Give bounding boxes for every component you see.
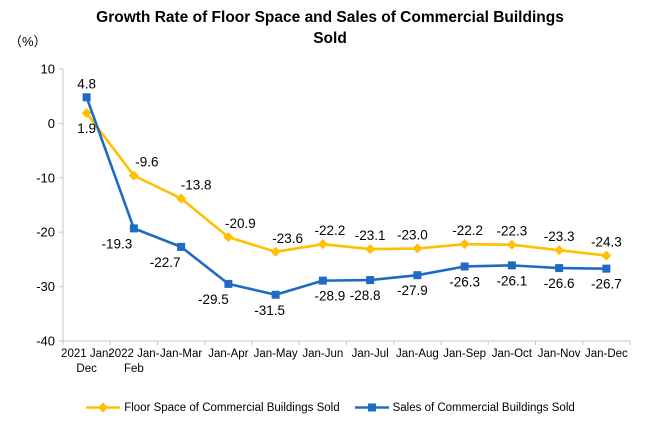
- marker-square: [460, 262, 469, 271]
- marker-square: [224, 279, 233, 288]
- series-line-0: [85, 111, 608, 257]
- series-line-1: [85, 95, 608, 297]
- marker-square: [82, 93, 91, 102]
- data-label: -26.1: [496, 273, 527, 288]
- data-label: -22.2: [452, 223, 483, 238]
- y-tick-label: -30: [36, 279, 55, 294]
- marker-square: [366, 276, 375, 285]
- y-tick-label: -10: [36, 170, 55, 185]
- data-label: -23.0: [397, 228, 428, 243]
- x-axis-label: Jan-Aug: [395, 348, 439, 360]
- x-axis-label: Jan-Sep: [443, 348, 487, 360]
- data-label: -29.5: [198, 292, 229, 307]
- data-label: -27.9: [397, 283, 428, 298]
- legend-item-sales: Sales of Commercial Buildings Sold: [354, 401, 575, 414]
- data-label: 1.9: [77, 121, 96, 136]
- data-label: -28.9: [314, 289, 345, 304]
- marker-square: [507, 261, 516, 270]
- legend-label-floor-space: Floor Space of Commercial Buildings Sold: [124, 401, 340, 414]
- marker-square: [413, 271, 422, 280]
- data-label: -28.8: [350, 288, 381, 303]
- marker-diamond: [128, 170, 139, 181]
- x-axis-label: Jan-May: [253, 348, 298, 360]
- data-label: -22.2: [314, 223, 345, 238]
- data-label: -19.3: [101, 236, 132, 251]
- data-label: -23.6: [272, 231, 303, 246]
- x-axis-label: 2021 Jan-Dec: [61, 348, 113, 375]
- data-label: 4.8: [77, 76, 96, 91]
- legend-marker-floor-space: [86, 402, 121, 413]
- data-label: -26.3: [449, 274, 480, 289]
- marker-diamond: [270, 246, 281, 257]
- marker-square: [129, 224, 138, 233]
- chart-legend: Floor Space of Commercial Buildings Sold…: [0, 401, 660, 414]
- y-tick-label: 10: [41, 62, 55, 77]
- marker-diamond: [81, 108, 92, 119]
- x-axis-label: Jan-Dec: [584, 348, 628, 360]
- marker-diamond: [365, 244, 376, 255]
- y-tick-label: -40: [36, 334, 55, 349]
- data-label: -23.1: [355, 228, 386, 243]
- marker-diamond: [317, 239, 328, 250]
- plot-area: 10 0 -10 -20 -30 -40 1.9 -9.6 -13.8 -20.9 -23.6 -22…: [36, 62, 631, 349]
- x-axis-label: Jan-Jul: [351, 348, 389, 360]
- x-axis-label: Jan-Apr: [208, 348, 249, 360]
- marker-diamond: [506, 239, 517, 250]
- x-axis-label: Jan-Mar: [160, 348, 203, 360]
- data-label: -31.5: [254, 303, 285, 318]
- data-label: -20.9: [225, 216, 256, 231]
- marker-diamond: [459, 239, 470, 250]
- data-label: -13.8: [181, 177, 212, 192]
- marker-square: [177, 242, 186, 251]
- legend-item-floor-space: Floor Space of Commercial Buildings Sold: [85, 401, 340, 414]
- marker-square: [318, 276, 327, 285]
- y-axis-unit-label: （%）: [9, 34, 47, 49]
- marker-diamond: [223, 232, 234, 243]
- data-label: -22.7: [150, 255, 181, 270]
- data-label: -23.3: [544, 229, 575, 244]
- x-axis-label: Jan-Jun: [302, 348, 344, 360]
- x-axis-label: Jan-Oct: [491, 348, 532, 360]
- marker-square: [271, 290, 280, 299]
- marker-diamond: [601, 250, 612, 261]
- x-axis-label: 2022 Jan-Feb: [108, 348, 160, 375]
- marker-diamond: [176, 193, 187, 204]
- y-tick-label: -20: [36, 225, 55, 240]
- marker-diamond: [554, 245, 565, 256]
- x-axis-label: Jan-Nov: [537, 348, 581, 360]
- chart-title: Growth Rate of Floor Space and Sales of …: [96, 9, 564, 48]
- data-label: -26.6: [544, 276, 575, 291]
- data-label: -24.3: [591, 235, 622, 250]
- marker-diamond: [412, 243, 423, 254]
- y-tick-label: 0: [48, 116, 55, 131]
- data-label: -22.3: [496, 224, 527, 239]
- data-label: -26.7: [591, 277, 622, 292]
- data-label: -9.6: [135, 155, 158, 170]
- marker-square: [602, 264, 611, 273]
- legend-label-sales: Sales of Commercial Buildings Sold: [392, 401, 575, 414]
- marker-square: [555, 264, 564, 273]
- legend-marker-sales: [354, 403, 389, 412]
